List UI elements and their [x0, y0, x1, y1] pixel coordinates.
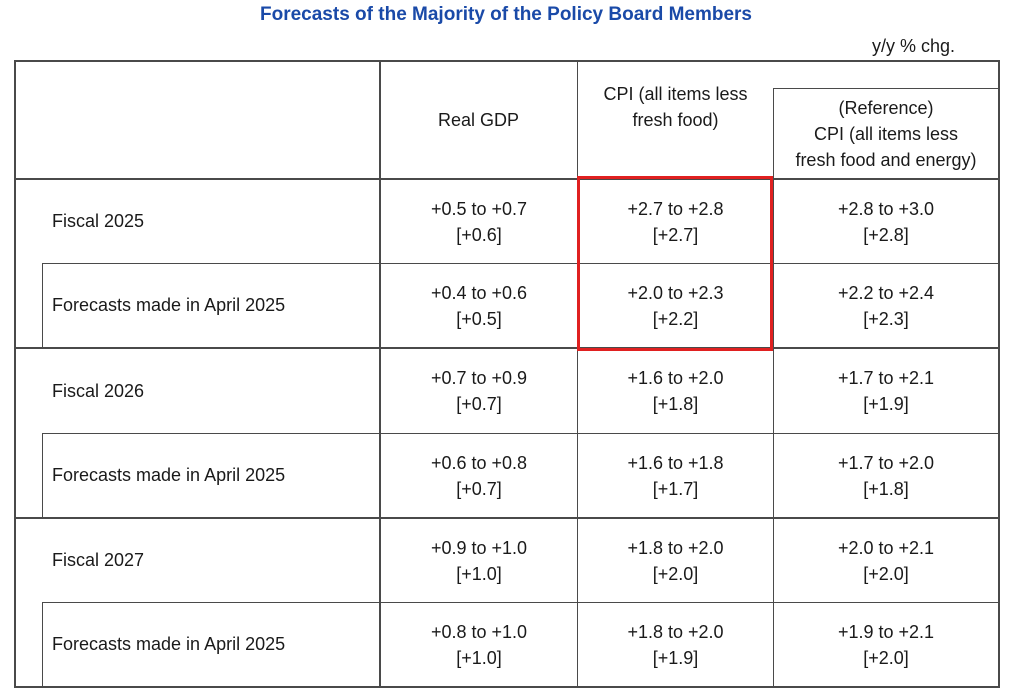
range-value: +2.0 to +2.3 — [627, 282, 724, 303]
core-cpi-cell: +2.8 to +3.0 [+2.8] — [774, 180, 998, 263]
header-cpi-line: CPI (all items less — [603, 84, 748, 104]
group-divider — [14, 347, 999, 349]
cpi-cell: +1.6 to +1.8 [+1.7] — [578, 434, 773, 517]
gdp-cell: +0.4 to +0.6 [+0.5] — [381, 264, 577, 347]
group-divider — [14, 517, 999, 519]
page-title: Forecasts of the Majority of the Policy … — [260, 4, 752, 25]
median-value: [+1.0] — [456, 647, 502, 668]
core-cpi-cell: +1.7 to +2.0 [+1.8] — [774, 434, 998, 517]
range-value: +1.8 to +2.0 — [627, 537, 724, 558]
row-label: Fiscal 2025 — [52, 211, 145, 231]
col-divider — [379, 60, 381, 688]
cpi-highlight-box — [577, 176, 773, 351]
cpi-cell: +1.8 to +2.0 [+1.9] — [578, 603, 773, 686]
median-value: [+2.0] — [863, 647, 909, 668]
row-label: Fiscal 2026 — [52, 380, 145, 401]
header-ref-line: CPI (all items less — [813, 124, 959, 144]
header-cpi-line: fresh food) — [632, 110, 719, 130]
median-value: [+0.7] — [456, 478, 502, 499]
median-value: [+2.2] — [652, 308, 699, 329]
core-cpi-cell: +2.0 to +2.1 [+2.0] — [774, 519, 998, 602]
median-value: [+1.8] — [652, 394, 699, 414]
gdp-cell: +0.6 to +0.8 [+0.7] — [381, 434, 577, 517]
range-value: +1.6 to +2.0 — [627, 368, 724, 388]
median-value: [+2.8] — [863, 224, 909, 245]
gdp-cell: +0.5 to +0.7 [+0.6] — [381, 180, 577, 263]
ref-header-top-border — [773, 88, 999, 89]
median-value: [+1.7] — [652, 478, 699, 499]
gdp-cell: +0.9 to +1.0 [+1.0] — [381, 519, 577, 602]
row-divider — [42, 602, 999, 603]
median-value: [+2.0] — [652, 563, 699, 584]
cpi-cell: +1.6 to +2.0 [+1.8] — [578, 349, 773, 433]
core-cpi-cell: +1.9 to +2.1 [+2.0] — [774, 603, 998, 686]
range-value: +0.9 to +1.0 — [430, 537, 528, 558]
range-value: +2.8 to +3.0 — [837, 198, 935, 219]
cpi-cell: +1.8 to +2.0 [+2.0] — [578, 519, 773, 602]
gdp-cell: +0.7 to +0.9 [+0.7] — [381, 349, 577, 433]
header-ref-line: fresh food and energy) — [795, 150, 977, 170]
median-value: [+1.8] — [863, 478, 909, 499]
median-value: [+0.5] — [456, 308, 502, 329]
range-value: +1.9 to +2.1 — [837, 621, 935, 642]
range-value: +2.2 to +2.4 — [837, 282, 935, 303]
cpi-cell: +2.7 to +2.8 [+2.7] — [578, 180, 773, 263]
range-value: +0.4 to +0.6 — [430, 282, 528, 303]
range-value: +0.5 to +0.7 — [430, 198, 528, 219]
range-value: +1.7 to +2.0 — [837, 452, 935, 473]
range-value: +1.8 to +2.0 — [627, 621, 724, 642]
table-bottom-border — [14, 686, 999, 688]
row-divider — [42, 263, 999, 264]
median-value: [+1.9] — [863, 394, 909, 414]
table-left-border — [14, 60, 16, 688]
col-divider — [773, 88, 774, 688]
row-label: Fiscal 2027 — [52, 550, 145, 570]
col-divider — [577, 60, 578, 688]
median-value: [+1.9] — [652, 647, 699, 668]
row-label: Forecasts made in April 2025 — [52, 634, 286, 654]
range-value: +1.6 to +1.8 — [627, 452, 724, 473]
range-value: +1.7 to +2.1 — [837, 368, 935, 388]
header-cpi: CPI (all items less fresh food) — [578, 62, 773, 152]
header-reference-cpi: (Reference) CPI (all items less fresh fo… — [774, 90, 998, 178]
cpi-cell: +2.0 to +2.3 [+2.2] — [578, 264, 773, 347]
header-real-gdp-text: Real GDP — [437, 110, 520, 130]
median-value: [+0.7] — [456, 394, 502, 414]
sub-row-indent — [42, 433, 43, 518]
sub-row-indent — [42, 602, 43, 687]
range-value: +2.0 to +2.1 — [837, 537, 935, 558]
median-value: [+2.0] — [863, 563, 909, 584]
range-value: +0.6 to +0.8 — [430, 452, 528, 473]
unit-label: y/y % chg. — [872, 36, 956, 56]
core-cpi-cell: +1.7 to +2.1 [+1.9] — [774, 349, 998, 433]
core-cpi-cell: +2.2 to +2.4 [+2.3] — [774, 264, 998, 347]
table-top-border — [14, 60, 999, 62]
header-real-gdp: Real GDP — [380, 62, 577, 178]
row-label: Forecasts made in April 2025 — [52, 465, 286, 485]
median-value: [+1.0] — [456, 563, 502, 584]
table-right-border — [998, 60, 1000, 688]
header-bottom-border — [14, 178, 999, 180]
row-divider — [42, 433, 999, 434]
header-ref-line: (Reference) — [838, 98, 934, 118]
range-value: +2.7 to +2.8 — [627, 198, 724, 219]
gdp-cell: +0.8 to +1.0 [+1.0] — [381, 603, 577, 686]
range-value: +0.8 to +1.0 — [430, 621, 528, 642]
sub-row-indent — [42, 263, 43, 348]
median-value: [+2.3] — [863, 308, 909, 329]
range-value: +0.7 to +0.9 — [430, 368, 528, 388]
median-value: [+0.6] — [456, 224, 502, 245]
median-value: [+2.7] — [652, 224, 699, 245]
row-label: Forecasts made in April 2025 — [52, 295, 286, 315]
